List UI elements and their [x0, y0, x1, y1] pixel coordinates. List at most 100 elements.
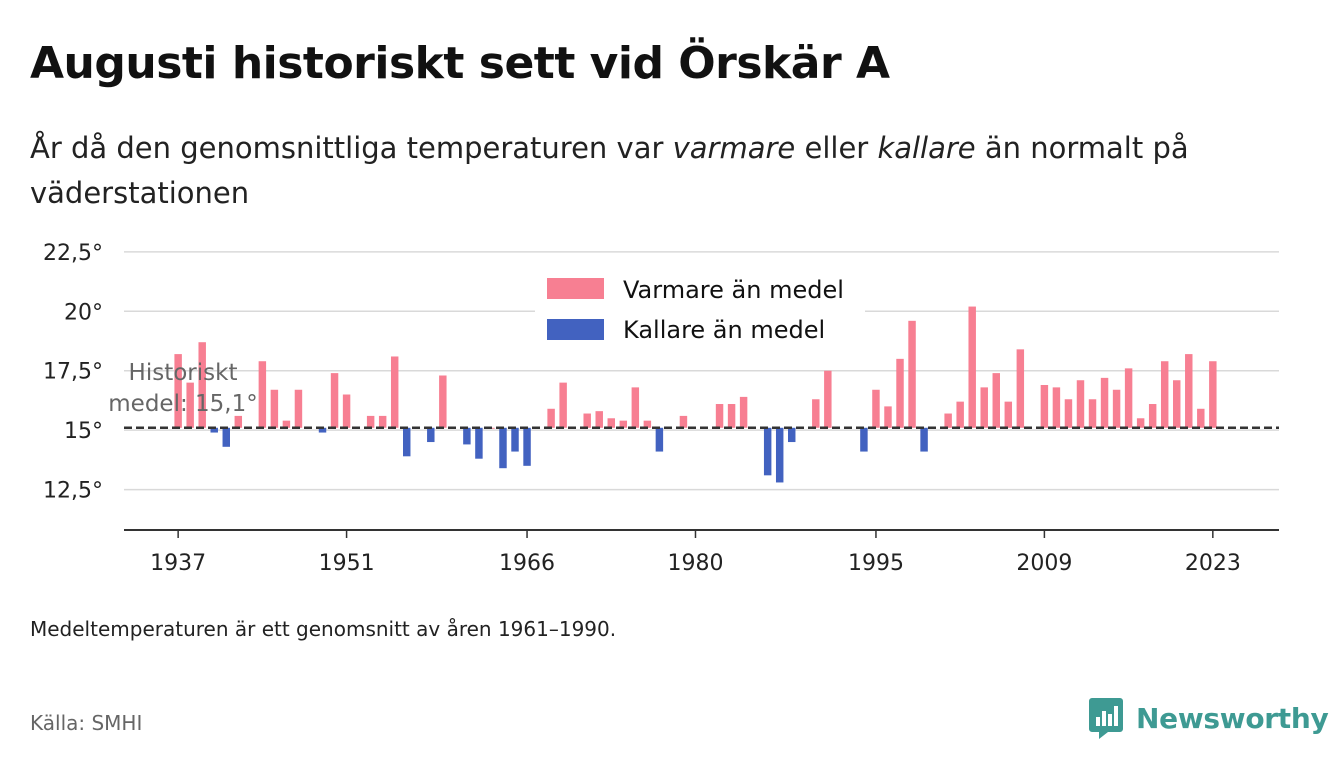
- bar-warmer: [366, 415, 375, 428]
- chart-subtitle: År då den genomsnittliga temperaturen va…: [30, 126, 1260, 216]
- bar-chart-speech-bubble-icon: [1089, 698, 1123, 739]
- bar-warmer: [1148, 404, 1157, 428]
- brand-name: Newsworthy: [1136, 701, 1329, 735]
- bar-warmer: [679, 415, 688, 428]
- bar-warmer: [992, 373, 1000, 428]
- bar-warmer: [1040, 385, 1049, 428]
- subtitle-emphasis-colder: kallare: [877, 131, 976, 165]
- bar-warmer: [1197, 408, 1205, 428]
- y-tick-labels: 12,5° 15° 17,5° 20° 22,5°: [43, 241, 103, 504]
- bar-warmer: [1052, 387, 1061, 428]
- legend: Varmare än medel Kallare än medel: [535, 264, 865, 354]
- bar-warmer: [872, 389, 880, 428]
- bar-warmer: [559, 382, 567, 428]
- x-tick-label: 1937: [150, 551, 206, 576]
- bar-warmer: [342, 394, 351, 428]
- bar-warmer: [258, 361, 267, 428]
- bar-warmer: [944, 413, 952, 428]
- bar-warmer: [956, 401, 964, 428]
- bar-colder: [318, 427, 327, 433]
- bar-colder: [511, 427, 519, 452]
- footnote: Medeltemperaturen är ett genomsnitt av å…: [30, 617, 617, 641]
- x-tick-label: 1951: [319, 551, 375, 576]
- bar-colder: [210, 427, 218, 433]
- bar-warmer: [1100, 377, 1109, 428]
- bar-warmer: [583, 413, 591, 428]
- temperature-bar-chart: Historiskt medel: 15,1° 12,5° 15° 17,5° 20°…: [43, 241, 1279, 576]
- bar-colder: [763, 427, 772, 476]
- bar-warmer: [1088, 399, 1097, 428]
- source-credit: Källa: SMHI: [30, 711, 143, 735]
- bar-warmer: [270, 389, 279, 428]
- bar-colder: [499, 427, 507, 469]
- bar-warmer: [547, 408, 555, 428]
- x-tick-label: 1980: [667, 551, 723, 576]
- bar-warmer: [1112, 389, 1121, 428]
- y-tick-label: 12,5°: [43, 479, 103, 504]
- y-tick-label: 20°: [64, 300, 103, 325]
- bar-warmer: [1160, 361, 1169, 428]
- subtitle-text-1: År då den genomsnittliga temperaturen va…: [30, 131, 673, 165]
- bar-warmer: [1209, 361, 1217, 428]
- y-tick-label: 17,5°: [43, 360, 103, 385]
- x-tick-label: 2023: [1185, 551, 1241, 576]
- bar-warmer: [1076, 380, 1085, 428]
- x-ticks: 1937 1951 1966 1980 1995 2009 2023: [150, 530, 1241, 576]
- x-tick-label: 1995: [848, 551, 904, 576]
- historical-mean-label-line1: Historiskt: [129, 360, 238, 386]
- bar-warmer: [884, 406, 892, 428]
- legend-swatch-colder: [547, 319, 604, 340]
- y-tick-label: 22,5°: [43, 241, 103, 266]
- bar-colder: [775, 427, 784, 483]
- bar-warmer: [174, 354, 182, 428]
- bar-colder: [788, 427, 796, 443]
- bar-warmer: [378, 415, 387, 428]
- historical-mean-label-line2: medel: 15,1°: [108, 391, 257, 417]
- brand-logo: Newsworthy: [1088, 696, 1329, 740]
- bar-warmer: [1185, 354, 1193, 428]
- y-tick-label: 15°: [64, 419, 103, 444]
- y-grid: [124, 251, 1279, 491]
- bar-warmer: [1004, 401, 1013, 428]
- x-tick-label: 2009: [1016, 551, 1072, 576]
- subtitle-text-3: än normalt på väderstationen: [30, 131, 1189, 210]
- bar-warmer: [727, 404, 736, 428]
- bar-warmer: [294, 389, 303, 428]
- bar-colder: [920, 427, 928, 452]
- bar-warmer: [186, 382, 194, 428]
- bar-warmer: [1016, 349, 1025, 428]
- bar-warmer: [739, 396, 748, 428]
- bar-colder: [475, 427, 483, 459]
- subtitle-emphasis-warmer: varmare: [672, 131, 796, 165]
- bar-warmer: [234, 415, 243, 428]
- bar-warmer: [1173, 380, 1181, 428]
- bar-warmer: [607, 418, 615, 428]
- bars: [174, 306, 1217, 483]
- bar-colder: [222, 427, 230, 447]
- chart-title: Augusti historiskt sett vid Örskär A: [30, 38, 890, 89]
- bar-warmer: [812, 399, 820, 428]
- bar-warmer: [824, 370, 832, 428]
- bar-colder: [403, 427, 411, 457]
- subtitle-text-2: eller: [795, 131, 878, 165]
- bar-warmer: [595, 411, 603, 428]
- bar-warmer: [715, 404, 724, 428]
- bar-warmer: [643, 420, 652, 428]
- bar-colder: [427, 427, 435, 443]
- x-tick-label: 1966: [499, 551, 555, 576]
- bar-warmer: [980, 387, 988, 428]
- bar-warmer: [1124, 368, 1133, 428]
- bar-warmer: [439, 375, 447, 428]
- bar-warmer: [631, 387, 640, 428]
- bar-warmer: [330, 373, 339, 428]
- legend-swatch-warmer: [547, 278, 604, 299]
- bar-warmer: [390, 356, 399, 428]
- bar-warmer: [282, 420, 291, 428]
- bar-warmer: [908, 320, 916, 428]
- bar-warmer: [968, 306, 976, 428]
- bar-colder: [860, 427, 868, 452]
- bar-colder: [655, 427, 664, 452]
- bar-colder: [463, 427, 471, 445]
- bar-colder: [523, 427, 531, 466]
- bar-warmer: [1064, 399, 1073, 428]
